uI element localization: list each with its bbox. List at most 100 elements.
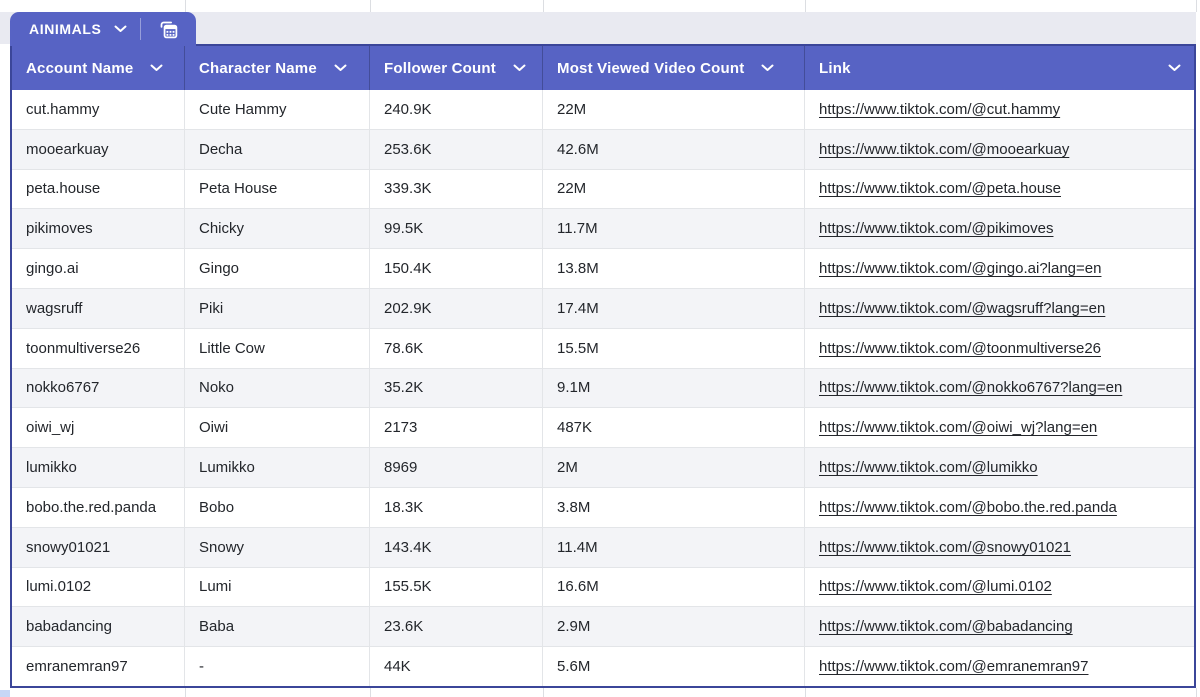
cell-account-name[interactable]: snowy01021 [12, 527, 185, 567]
tiktok-link[interactable]: https://www.tiktok.com/@cut.hammy [819, 100, 1061, 118]
cell-most-viewed-video-count[interactable]: 11.4M [543, 527, 805, 567]
cell-character-name[interactable]: Lumikko [185, 448, 370, 487]
cell-link[interactable]: https://www.tiktok.com/@toonmultiverse26 [805, 329, 1194, 368]
cell-follower-count[interactable]: 253.6K [370, 129, 543, 169]
chevron-down-icon[interactable] [513, 64, 526, 72]
cell-most-viewed-video-count[interactable]: 3.8M [543, 487, 805, 527]
cell-most-viewed-video-count[interactable]: 5.6M [543, 647, 805, 686]
cell-link[interactable]: https://www.tiktok.com/@bobo.the.red.pan… [805, 488, 1194, 527]
tiktok-link[interactable]: https://www.tiktok.com/@peta.house [819, 180, 1061, 198]
cell-account-name[interactable]: wagsruff [12, 288, 185, 328]
cell-account-name[interactable]: nokko6767 [12, 368, 185, 408]
tiktok-link[interactable]: https://www.tiktok.com/@toonmultiverse26 [819, 339, 1101, 357]
cell-most-viewed-video-count[interactable]: 15.5M [543, 328, 805, 368]
cell-character-name[interactable]: Bobo [185, 487, 370, 527]
cell-account-name[interactable]: lumikko [12, 448, 185, 487]
cell-most-viewed-video-count[interactable]: 2.9M [543, 607, 805, 647]
chevron-down-icon[interactable] [150, 64, 163, 72]
cell-follower-count[interactable]: 2173 [370, 408, 543, 448]
chevron-down-icon[interactable] [114, 25, 127, 33]
cell-character-name[interactable]: Baba [185, 607, 370, 647]
cell-account-name[interactable]: toonmultiverse26 [12, 328, 185, 368]
cell-account-name[interactable]: cut.hammy [12, 90, 185, 129]
cell-most-viewed-video-count[interactable]: 22M [543, 169, 805, 209]
cell-follower-count[interactable]: 78.6K [370, 328, 543, 368]
column-header-follower-count[interactable]: Follower Count [370, 46, 543, 90]
tiktok-link[interactable]: https://www.tiktok.com/@snowy01021 [819, 538, 1071, 556]
cell-most-viewed-video-count[interactable]: 13.8M [543, 249, 805, 288]
cell-character-name[interactable]: Cute Hammy [185, 90, 370, 129]
cell-account-name[interactable]: babadancing [12, 607, 185, 647]
cell-most-viewed-video-count[interactable]: 17.4M [543, 288, 805, 328]
cell-link[interactable]: https://www.tiktok.com/@lumikko [805, 448, 1194, 487]
cell-character-name[interactable]: - [185, 647, 370, 686]
cell-most-viewed-video-count[interactable]: 42.6M [543, 129, 805, 169]
chevron-down-icon[interactable] [334, 64, 347, 72]
cell-character-name[interactable]: Gingo [185, 249, 370, 288]
cell-follower-count[interactable]: 155.5K [370, 567, 543, 607]
tiktok-link[interactable]: https://www.tiktok.com/@babadancing [819, 618, 1073, 636]
cell-follower-count[interactable]: 18.3K [370, 487, 543, 527]
cell-account-name[interactable]: peta.house [12, 169, 185, 209]
cell-account-name[interactable]: emranemran97 [12, 647, 185, 686]
tiktok-link[interactable]: https://www.tiktok.com/@pikimoves [819, 220, 1054, 238]
cell-follower-count[interactable]: 8969 [370, 448, 543, 487]
cell-follower-count[interactable]: 99.5K [370, 209, 543, 249]
tiktok-link[interactable]: https://www.tiktok.com/@lumikko [819, 459, 1038, 477]
cell-follower-count[interactable]: 240.9K [370, 90, 543, 129]
cell-link[interactable]: https://www.tiktok.com/@emranemran97 [805, 647, 1194, 686]
cell-follower-count[interactable]: 35.2K [370, 368, 543, 408]
chevron-down-icon[interactable] [761, 64, 774, 72]
cell-most-viewed-video-count[interactable]: 11.7M [543, 209, 805, 249]
cell-character-name[interactable]: Little Cow [185, 328, 370, 368]
cell-most-viewed-video-count[interactable]: 487K [543, 408, 805, 448]
tiktok-link[interactable]: https://www.tiktok.com/@bobo.the.red.pan… [819, 498, 1117, 516]
cell-link[interactable]: https://www.tiktok.com/@snowy01021 [805, 528, 1194, 567]
cell-account-name[interactable]: gingo.ai [12, 249, 185, 288]
cell-character-name[interactable]: Lumi [185, 567, 370, 607]
column-header-most-viewed-video-count[interactable]: Most Viewed Video Count [543, 46, 805, 90]
cell-most-viewed-video-count[interactable]: 22M [543, 90, 805, 129]
tiktok-link[interactable]: https://www.tiktok.com/@gingo.ai?lang=en [819, 260, 1102, 278]
cell-character-name[interactable]: Piki [185, 288, 370, 328]
cell-link[interactable]: https://www.tiktok.com/@oiwi_wj?lang=en [805, 408, 1194, 447]
cell-link[interactable]: https://www.tiktok.com/@cut.hammy [805, 90, 1194, 129]
cell-link[interactable]: https://www.tiktok.com/@gingo.ai?lang=en [805, 249, 1194, 288]
table-name-tab[interactable]: AINIMALS [10, 12, 197, 46]
cell-follower-count[interactable]: 143.4K [370, 527, 543, 567]
cell-link[interactable]: https://www.tiktok.com/@wagsruff?lang=en [805, 289, 1194, 328]
cell-follower-count[interactable]: 202.9K [370, 288, 543, 328]
column-header-account-name[interactable]: Account Name [12, 46, 185, 90]
cell-link[interactable]: https://www.tiktok.com/@mooearkuay [805, 130, 1194, 169]
cell-account-name[interactable]: pikimoves [12, 209, 185, 249]
cell-character-name[interactable]: Peta House [185, 169, 370, 209]
cell-link[interactable]: https://www.tiktok.com/@pikimoves [805, 209, 1194, 248]
cell-most-viewed-video-count[interactable]: 2M [543, 448, 805, 487]
column-header-character-name[interactable]: Character Name [185, 46, 370, 90]
cell-link[interactable]: https://www.tiktok.com/@babadancing [805, 607, 1194, 646]
cell-account-name[interactable]: lumi.0102 [12, 567, 185, 607]
cell-account-name[interactable]: mooearkuay [12, 129, 185, 169]
table-view-icon[interactable] [158, 19, 179, 40]
tiktok-link[interactable]: https://www.tiktok.com/@nokko6767?lang=e… [819, 379, 1123, 397]
cell-account-name[interactable]: oiwi_wj [12, 408, 185, 448]
cell-follower-count[interactable]: 44K [370, 647, 543, 686]
tiktok-link[interactable]: https://www.tiktok.com/@oiwi_wj?lang=en [819, 419, 1098, 437]
cell-follower-count[interactable]: 150.4K [370, 249, 543, 288]
cell-character-name[interactable]: Decha [185, 129, 370, 169]
tiktok-link[interactable]: https://www.tiktok.com/@lumi.0102 [819, 578, 1052, 596]
cell-character-name[interactable]: Chicky [185, 209, 370, 249]
cell-follower-count[interactable]: 339.3K [370, 169, 543, 209]
cell-most-viewed-video-count[interactable]: 9.1M [543, 368, 805, 408]
cell-character-name[interactable]: Noko [185, 368, 370, 408]
cell-link[interactable]: https://www.tiktok.com/@lumi.0102 [805, 568, 1194, 607]
cell-follower-count[interactable]: 23.6K [370, 607, 543, 647]
tiktok-link[interactable]: https://www.tiktok.com/@emranemran97 [819, 658, 1089, 676]
column-header-link[interactable]: Link [805, 46, 1194, 90]
cell-link[interactable]: https://www.tiktok.com/@peta.house [805, 170, 1194, 209]
chevron-down-icon[interactable] [1168, 64, 1181, 72]
cell-link[interactable]: https://www.tiktok.com/@nokko6767?lang=e… [805, 369, 1194, 408]
cell-character-name[interactable]: Snowy [185, 527, 370, 567]
tiktok-link[interactable]: https://www.tiktok.com/@wagsruff?lang=en [819, 299, 1106, 317]
tiktok-link[interactable]: https://www.tiktok.com/@mooearkuay [819, 140, 1070, 158]
